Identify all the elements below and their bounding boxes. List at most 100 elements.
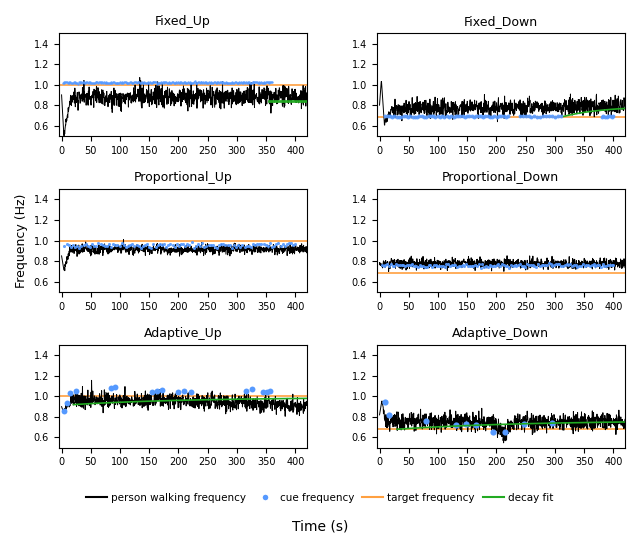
Point — [273, 239, 284, 248]
Point — [533, 260, 543, 269]
Point — [442, 260, 452, 269]
Point — [490, 112, 500, 121]
Point — [79, 79, 90, 87]
Point — [79, 241, 89, 249]
Point — [406, 260, 416, 269]
Point — [221, 78, 232, 87]
Point — [101, 79, 111, 88]
Point — [132, 78, 143, 86]
Point — [284, 239, 294, 247]
Point — [199, 243, 209, 251]
Point — [89, 242, 99, 251]
Point — [154, 78, 164, 87]
Point — [484, 260, 495, 269]
Point — [389, 112, 399, 121]
Point — [596, 263, 606, 271]
Point — [250, 78, 260, 87]
Point — [460, 113, 470, 121]
Point — [232, 79, 243, 87]
Point — [455, 112, 465, 121]
Point — [195, 78, 205, 87]
Point — [195, 242, 205, 250]
Point — [460, 262, 470, 271]
Point — [93, 79, 103, 87]
Point — [186, 78, 196, 87]
Point — [234, 78, 244, 86]
Point — [396, 260, 406, 269]
Point — [175, 78, 186, 87]
Point — [205, 241, 216, 250]
Point — [152, 241, 163, 250]
Point — [172, 79, 182, 87]
Point — [111, 78, 121, 87]
Point — [526, 113, 536, 121]
Point — [242, 79, 252, 88]
Point — [97, 241, 108, 249]
Point — [187, 78, 197, 87]
Point — [87, 79, 97, 88]
Point — [492, 113, 502, 121]
Point — [532, 112, 543, 121]
Point — [421, 416, 431, 425]
Point — [467, 262, 477, 271]
Point — [560, 261, 570, 270]
Point — [178, 78, 188, 87]
Point — [519, 419, 529, 428]
Point — [115, 241, 125, 250]
Point — [218, 79, 228, 87]
Point — [211, 78, 221, 87]
Point — [480, 112, 490, 121]
Point — [110, 241, 120, 249]
Point — [264, 78, 275, 86]
Legend: person walking frequency, cue frequency, target frequency, decay fit: person walking frequency, cue frequency,… — [82, 488, 558, 507]
Point — [216, 240, 227, 248]
Point — [233, 78, 243, 87]
Point — [418, 262, 428, 270]
Point — [231, 78, 241, 86]
Point — [485, 113, 495, 121]
Point — [163, 79, 173, 87]
Point — [157, 385, 167, 394]
Point — [106, 242, 116, 251]
Point — [598, 112, 609, 121]
Point — [70, 242, 80, 251]
Point — [449, 113, 459, 121]
Point — [538, 260, 548, 269]
Point — [123, 242, 133, 251]
Point — [98, 78, 108, 87]
Point — [502, 262, 513, 270]
Point — [168, 241, 178, 250]
Point — [237, 241, 248, 249]
Point — [267, 242, 277, 251]
Point — [447, 260, 457, 269]
Point — [515, 112, 525, 121]
Point — [60, 78, 70, 86]
Point — [433, 112, 443, 121]
Point — [463, 262, 473, 270]
Point — [515, 260, 525, 269]
Point — [152, 80, 162, 88]
Point — [461, 260, 471, 269]
Point — [67, 78, 77, 87]
Point — [207, 78, 218, 87]
Point — [392, 112, 402, 121]
Point — [583, 260, 593, 269]
Point — [132, 79, 142, 87]
Point — [165, 79, 175, 87]
Point — [449, 260, 459, 269]
Point — [182, 78, 192, 87]
Point — [92, 78, 102, 86]
Point — [465, 111, 475, 120]
Point — [558, 262, 568, 270]
Point — [409, 262, 419, 270]
Point — [85, 79, 95, 87]
Point — [257, 79, 267, 87]
Point — [104, 240, 114, 249]
Point — [157, 79, 167, 87]
Point — [176, 240, 186, 249]
Point — [84, 243, 95, 251]
Point — [603, 261, 613, 270]
Point — [186, 238, 196, 247]
Point — [261, 77, 271, 86]
Point — [416, 262, 426, 271]
